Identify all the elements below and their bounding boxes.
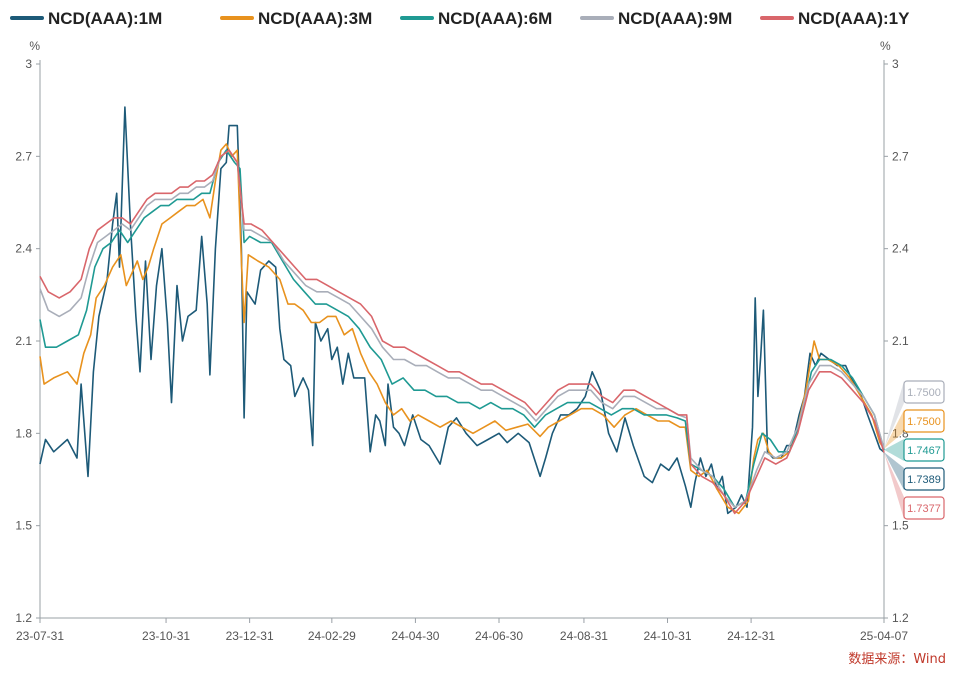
end-label-box-1 bbox=[903, 467, 945, 491]
y-tick-label-left: 1.8 bbox=[15, 426, 32, 440]
x-tick-label: 23-07-31 bbox=[16, 629, 64, 643]
end-label-box-2 bbox=[903, 409, 945, 433]
end-label-value-5: 1.7377 bbox=[907, 503, 941, 515]
series-line-5 bbox=[39, 149, 885, 515]
y-tick-label-right: 2.1 bbox=[892, 334, 909, 348]
x-axis: 23-07-31 23-10-31 23-12-31 24-02-29 24-04-30… bbox=[16, 617, 908, 643]
source-note: 数据来源：Wind bbox=[848, 652, 946, 667]
legend: NCD(AAA):1M NCD(AAA):3M NCD(AAA):6M NCD(AAA… bbox=[10, 9, 910, 28]
y-tick-label-left: 2.1 bbox=[15, 334, 32, 348]
x-tick-label: 23-12-31 bbox=[226, 629, 274, 643]
series-line-4 bbox=[39, 149, 885, 508]
legend-label-3: NCD(AAA):6M bbox=[438, 9, 552, 28]
legend-label-2: NCD(AAA):3M bbox=[258, 9, 372, 28]
y-axis-right: % 1.21.51.82.12.42.73 bbox=[880, 39, 909, 625]
end-label-value-1: 1.7389 bbox=[907, 474, 941, 486]
y-tick-label-left: 1.5 bbox=[15, 519, 32, 533]
x-tick-label: 24-12-31 bbox=[727, 629, 775, 643]
y-tick-label-right: 3 bbox=[892, 57, 899, 71]
end-label-value-4: 1.7500 bbox=[907, 387, 941, 399]
y-tick-label-right: 1.5 bbox=[892, 519, 909, 533]
end-label-pointer-2 bbox=[884, 410, 904, 449]
x-tick-label: 24-08-31 bbox=[560, 629, 608, 643]
x-tick-label: 23-10-31 bbox=[142, 629, 190, 643]
plot-area bbox=[39, 106, 885, 515]
end-labels: 1.7500 1.7500 1.7467 1.7389 1.7377 bbox=[884, 380, 945, 520]
end-label-value-2: 1.7500 bbox=[907, 416, 941, 428]
x-tick-label: 24-06-30 bbox=[475, 629, 523, 643]
end-label-box-4 bbox=[903, 380, 945, 404]
y-tick-label-left: 2.7 bbox=[15, 149, 32, 163]
x-tick-label: 24-04-30 bbox=[391, 629, 439, 643]
y-axis-left: % 1.2 1.5 1.8 2.1 2.4 2.7 3 bbox=[15, 39, 41, 625]
end-label-box-3 bbox=[903, 438, 945, 462]
y-tick-label-right: 1.2 bbox=[892, 611, 909, 625]
y-tick-label-left: 3 bbox=[25, 57, 32, 71]
legend-label-4: NCD(AAA):9M bbox=[618, 9, 732, 28]
end-label-box-5 bbox=[903, 496, 945, 520]
x-tick-label: 24-10-31 bbox=[643, 629, 691, 643]
y-axis-left-unit: % bbox=[29, 39, 40, 53]
y-tick-label-left: 2.4 bbox=[15, 242, 32, 256]
y-tick-label-right: 2.4 bbox=[892, 242, 909, 256]
end-label-value-3: 1.7467 bbox=[907, 445, 941, 457]
y-tick-label-right: 2.7 bbox=[892, 149, 909, 163]
legend-label-5: NCD(AAA):1Y bbox=[798, 9, 910, 28]
series-line-2 bbox=[39, 143, 885, 515]
x-tick-label: 25-04-07 bbox=[860, 629, 908, 643]
series-line-3 bbox=[39, 149, 885, 508]
end-label-pointer-4 bbox=[884, 381, 904, 449]
end-label-pointer-3 bbox=[884, 439, 904, 461]
x-tick-label: 24-02-29 bbox=[308, 629, 356, 643]
series-line-1 bbox=[39, 106, 885, 515]
y-tick-label-left: 1.2 bbox=[15, 611, 32, 625]
end-label-pointer-1 bbox=[884, 452, 904, 490]
y-axis-right-unit: % bbox=[880, 39, 891, 53]
end-label-pointer-5 bbox=[884, 452, 904, 519]
legend-label-1: NCD(AAA):1M bbox=[48, 9, 162, 28]
